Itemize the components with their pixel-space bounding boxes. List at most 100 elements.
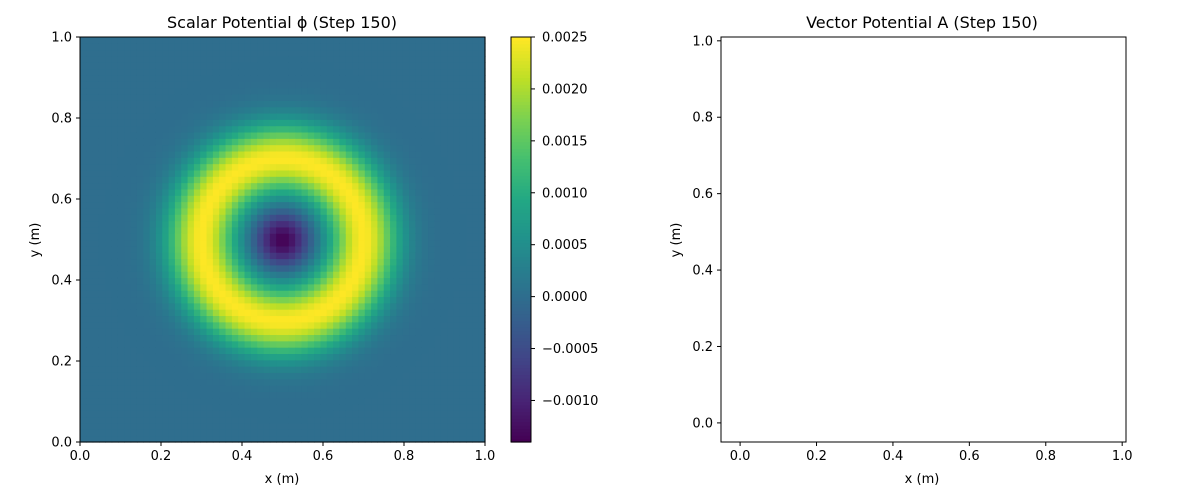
heatmap-cell <box>472 277 480 285</box>
heatmap-cell <box>111 315 119 323</box>
heatmap-cell <box>105 423 113 430</box>
heatmap-cell <box>383 55 391 63</box>
heatmap-cell <box>326 163 334 171</box>
heatmap-cell <box>98 264 106 272</box>
heatmap-cell <box>415 258 423 266</box>
heatmap-cell <box>111 188 119 196</box>
heatmap-cell <box>440 150 448 158</box>
heatmap-cell <box>396 277 404 285</box>
heatmap-cell <box>459 353 467 361</box>
heatmap-cell <box>162 93 170 101</box>
heatmap-cell <box>219 62 227 70</box>
heatmap-cell <box>377 264 385 272</box>
heatmap-cell <box>358 150 366 158</box>
heatmap-cell <box>314 37 322 44</box>
heatmap-cell <box>390 334 398 342</box>
heatmap-cell <box>257 347 265 355</box>
heatmap-cell <box>472 43 480 51</box>
heatmap-cell <box>149 125 157 133</box>
heatmap-cell <box>447 385 454 392</box>
heatmap-cell <box>453 283 461 291</box>
heatmap-cell <box>212 182 220 190</box>
heatmap-cell <box>447 112 454 120</box>
heatmap-cell <box>212 340 220 348</box>
heatmap-cell <box>212 277 220 285</box>
heatmap-cell <box>238 182 246 190</box>
heatmap-cell <box>402 271 410 279</box>
heatmap-cell <box>143 62 151 70</box>
heatmap-cell <box>219 68 227 76</box>
heatmap-cell <box>326 112 334 120</box>
heatmap-cell <box>124 435 132 443</box>
heatmap-cell <box>364 182 372 190</box>
heatmap-cell <box>345 296 353 304</box>
heatmap-cell <box>295 239 303 247</box>
x-tick-label: 0.4 <box>883 449 904 464</box>
heatmap-cell <box>409 93 416 101</box>
heatmap-cell <box>282 74 290 82</box>
heatmap-cell <box>181 214 189 222</box>
heatmap-cell <box>130 125 138 133</box>
heatmap-cell <box>143 366 151 373</box>
heatmap-cell <box>143 74 151 82</box>
heatmap-cell <box>136 163 144 171</box>
heatmap-cell <box>440 226 448 234</box>
y-tick-label: 1.0 <box>692 34 713 49</box>
heatmap-cell <box>288 328 296 336</box>
heatmap-cell <box>453 366 461 373</box>
heatmap-cell <box>466 296 473 304</box>
heatmap-cell <box>440 144 448 152</box>
heatmap-cell <box>174 277 182 285</box>
heatmap-cell <box>320 68 328 76</box>
heatmap-cell <box>352 87 360 95</box>
heatmap-cell <box>143 112 151 120</box>
heatmap-cell <box>250 258 258 266</box>
left-y-axis-label: y (m) <box>28 223 43 258</box>
heatmap-cell <box>168 366 176 373</box>
heatmap-cell <box>459 372 467 380</box>
heatmap-cell <box>453 385 461 392</box>
heatmap-cell <box>307 169 315 177</box>
heatmap-cell <box>105 182 113 190</box>
heatmap-cell <box>86 404 94 411</box>
heatmap-cell <box>187 87 195 95</box>
heatmap-cell <box>231 410 239 418</box>
heatmap-cell <box>225 359 233 367</box>
heatmap-cell <box>86 252 94 260</box>
heatmap-cell <box>326 81 334 89</box>
heatmap-cell <box>155 150 163 158</box>
heatmap-cell <box>352 131 360 139</box>
heatmap-cell <box>478 315 486 323</box>
heatmap-cell <box>162 353 170 361</box>
heatmap-cell <box>136 271 144 279</box>
heatmap-cell <box>409 74 416 82</box>
heatmap-cell <box>276 87 284 95</box>
colorbar-segment <box>511 151 531 156</box>
heatmap-cell <box>301 372 309 380</box>
heatmap-cell <box>390 81 398 89</box>
heatmap-cell <box>168 119 176 127</box>
y-tick-label: 0.8 <box>51 112 72 127</box>
heatmap-cell <box>371 277 379 285</box>
heatmap-cell <box>92 43 100 51</box>
heatmap-cell <box>212 302 220 310</box>
heatmap-cell <box>187 138 195 146</box>
heatmap-cell <box>478 410 486 418</box>
heatmap-cell <box>472 169 480 177</box>
heatmap-cell <box>162 74 170 82</box>
heatmap-cell <box>466 372 473 380</box>
heatmap-cell <box>111 334 119 342</box>
heatmap-cell <box>453 55 461 63</box>
heatmap-cell <box>282 150 290 158</box>
heatmap-cell <box>80 296 87 304</box>
colorbar-segment <box>511 124 531 129</box>
heatmap-cell <box>421 74 429 82</box>
heatmap-cell <box>295 290 303 298</box>
heatmap-cell <box>155 378 163 386</box>
heatmap-cell <box>244 62 252 70</box>
heatmap-cell <box>377 378 385 386</box>
heatmap-cell <box>149 106 157 114</box>
heatmap-cell <box>263 296 271 304</box>
heatmap-cell <box>333 74 341 82</box>
heatmap-cell <box>80 81 87 89</box>
